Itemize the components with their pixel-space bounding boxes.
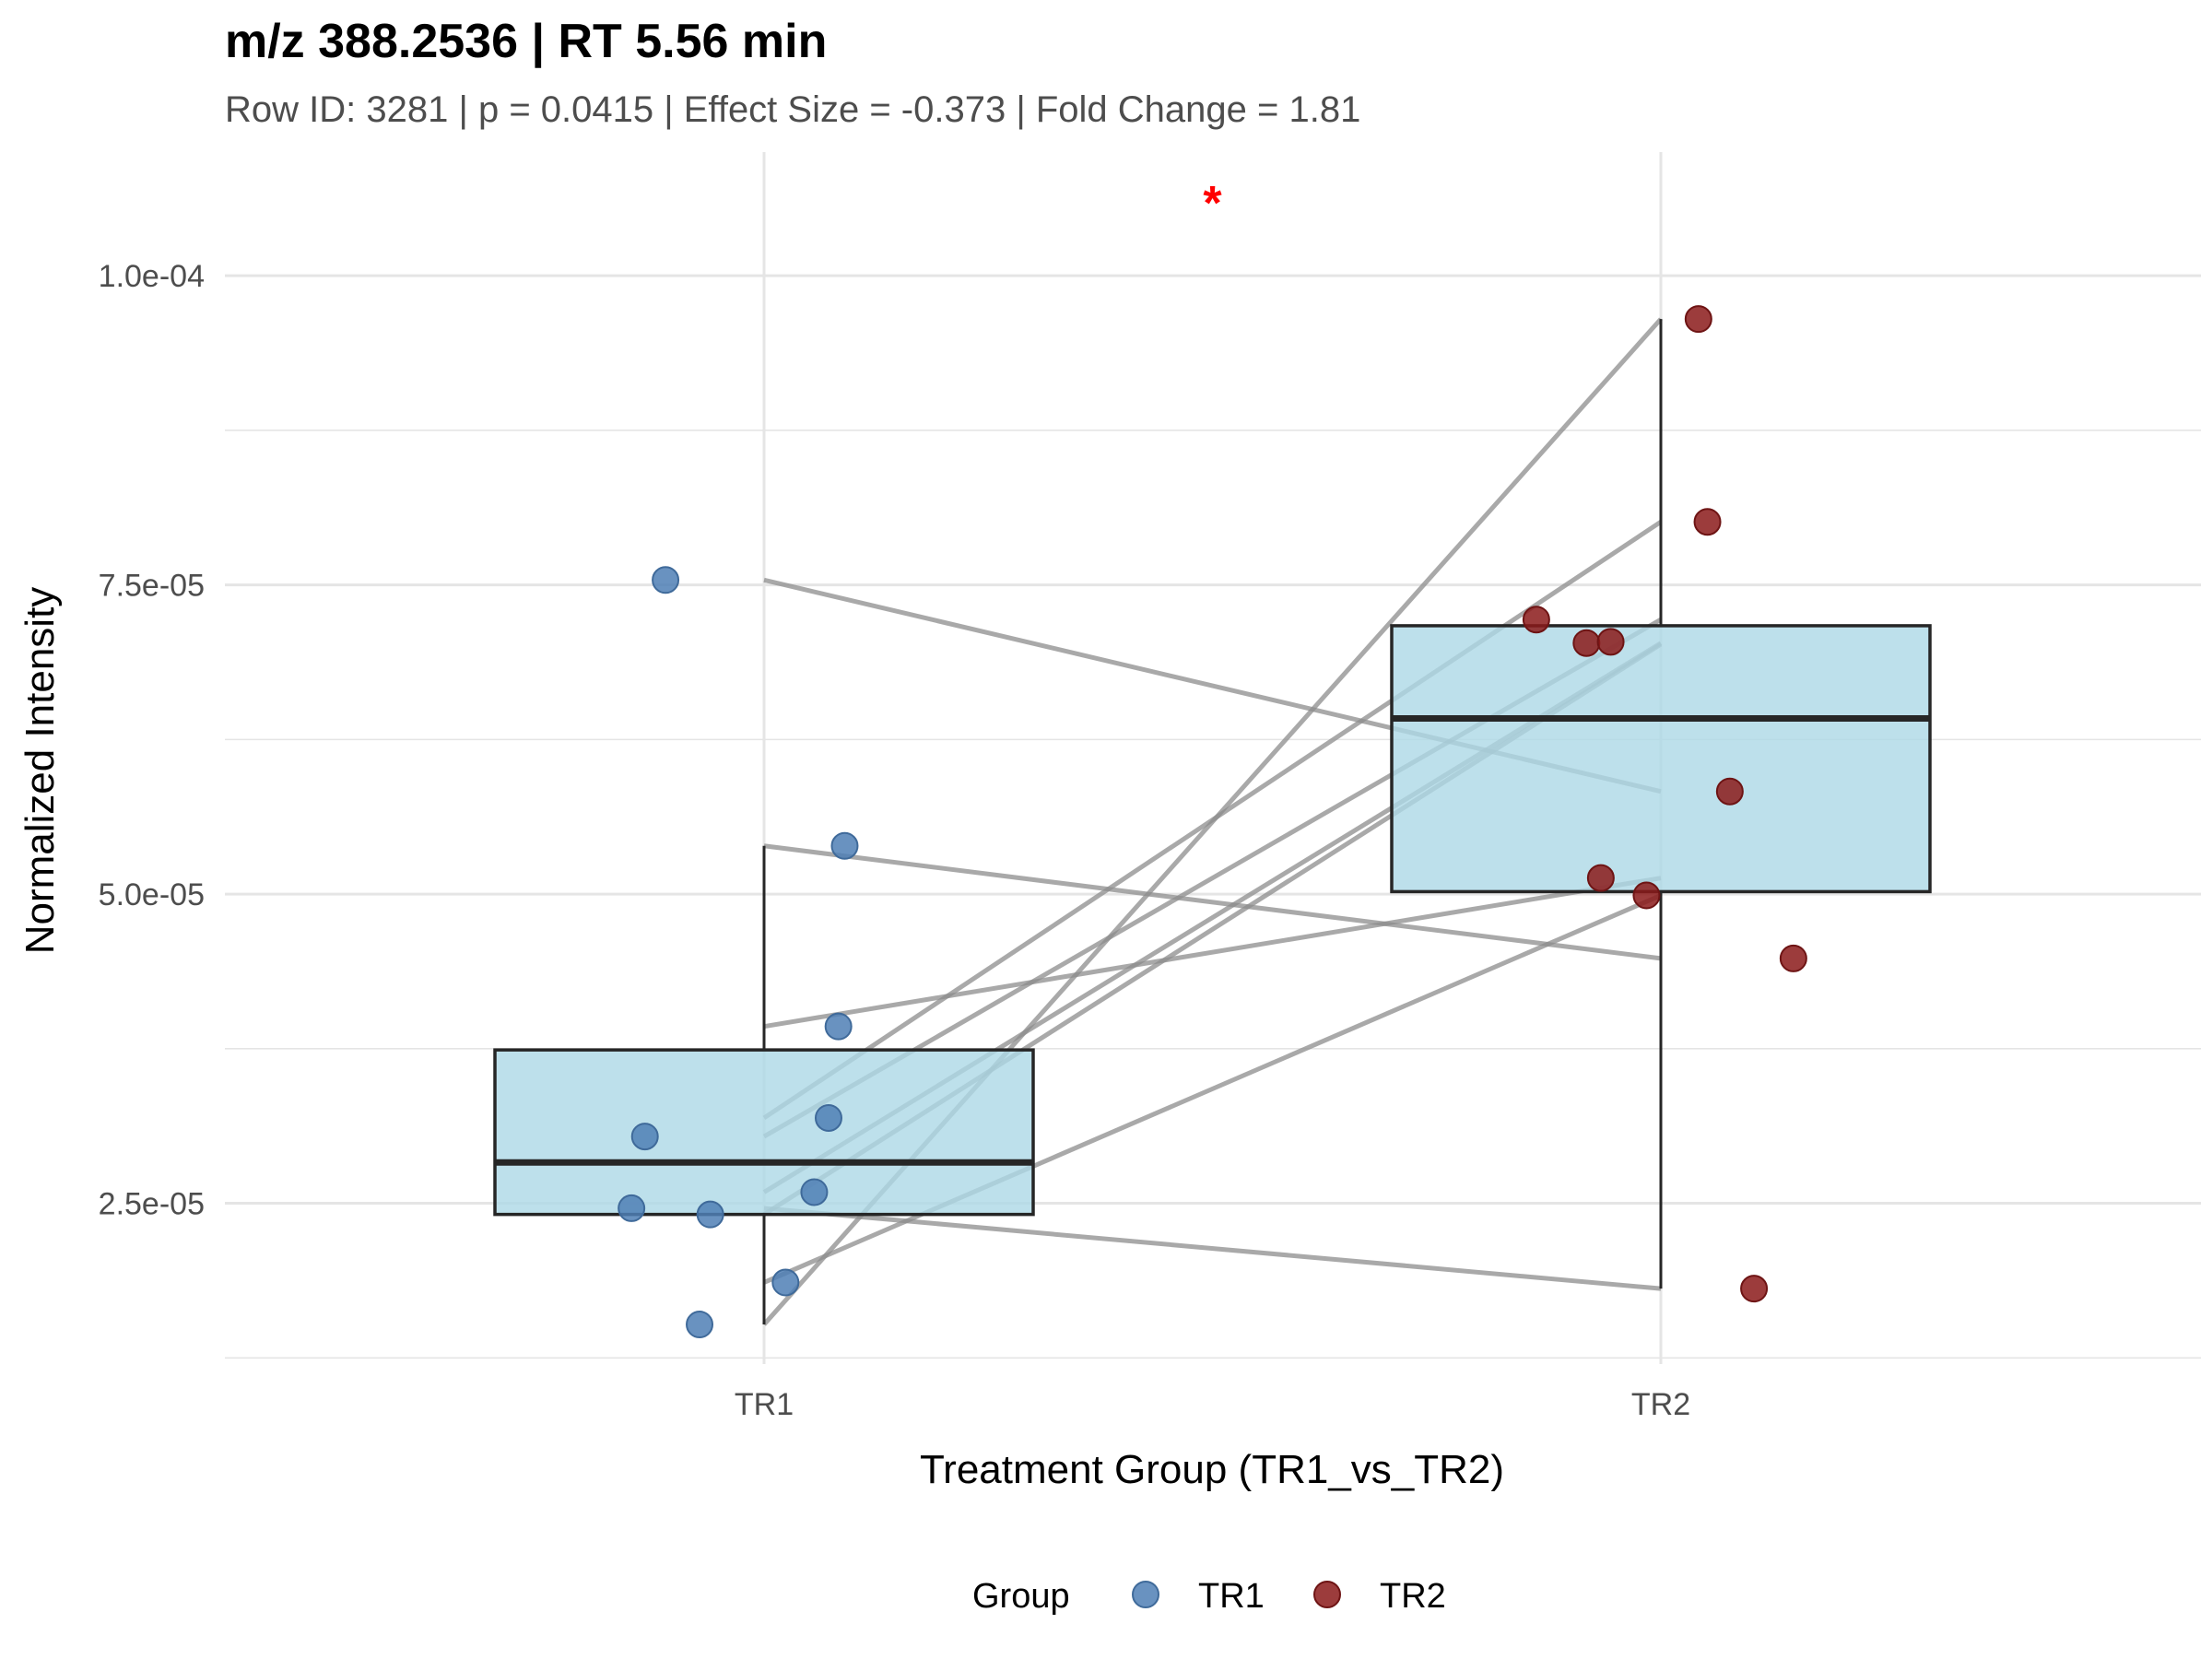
y-tick-label: 1.0e-04 xyxy=(99,259,205,294)
data-point-tr2 xyxy=(1684,305,1712,334)
data-point-tr1 xyxy=(618,1194,646,1222)
box-tr1 xyxy=(493,845,1035,1325)
chart-title: m/z 388.2536 | RT 5.56 min xyxy=(225,15,827,68)
data-point-tr2 xyxy=(1586,864,1615,892)
pair-line xyxy=(763,843,1662,961)
y-tick-label: 2.5e-05 xyxy=(99,1187,205,1222)
data-point-tr1 xyxy=(696,1200,724,1229)
significance-marker: * xyxy=(1203,177,1222,230)
data-point-tr2 xyxy=(1779,944,1807,972)
y-tick-label: 7.5e-05 xyxy=(99,569,205,604)
data-point-tr2 xyxy=(1632,881,1661,910)
data-point-tr1 xyxy=(686,1311,714,1339)
points xyxy=(618,305,1807,1339)
legend-title: Group xyxy=(972,1577,1070,1616)
data-point-tr2 xyxy=(1715,777,1744,806)
boxes xyxy=(493,319,1932,1325)
data-point-tr2 xyxy=(1596,628,1625,656)
data-point-tr1 xyxy=(771,1268,800,1297)
pair-line xyxy=(763,1206,1662,1291)
data-point-tr1 xyxy=(830,831,859,860)
legend-swatch-tr2 xyxy=(1313,1581,1341,1608)
y-axis-title: Normalized Intensity xyxy=(18,587,63,955)
pair-line xyxy=(763,876,1662,1030)
x-tick-label-tr1: TR1 xyxy=(735,1387,794,1422)
data-point-tr1 xyxy=(630,1123,659,1151)
legend-label-tr1: TR1 xyxy=(1198,1577,1265,1616)
legend-label-tr2: TR2 xyxy=(1380,1577,1446,1616)
data-point-tr2 xyxy=(1572,629,1601,657)
box-body xyxy=(493,1048,1035,1217)
data-point-tr2 xyxy=(1740,1275,1769,1303)
data-point-tr2 xyxy=(1693,508,1722,536)
x-tick-label-tr2: TR2 xyxy=(1631,1387,1690,1422)
data-point-tr1 xyxy=(824,1012,853,1041)
x-axis-title: Treatment Group (TR1_vs_TR2) xyxy=(920,1447,1504,1492)
legend-swatch-tr1 xyxy=(1132,1581,1159,1608)
y-tick-label: 5.0e-05 xyxy=(99,877,205,912)
chart-subtitle: Row ID: 3281 | p = 0.0415 | Effect Size … xyxy=(225,89,1360,130)
pair-line xyxy=(763,893,1662,1285)
data-point-tr2 xyxy=(1522,606,1550,634)
data-point-tr1 xyxy=(652,566,680,594)
data-point-tr1 xyxy=(814,1103,842,1132)
data-point-tr1 xyxy=(800,1178,829,1206)
legend: Group TR1 TR2 xyxy=(972,1577,1446,1616)
tick-labels: 2.5e-05 5.0e-05 7.5e-05 1.0e-04 TR1 TR2 xyxy=(99,259,1690,1422)
box-tr2 xyxy=(1390,319,1932,1289)
box-body xyxy=(1390,624,1932,894)
pair-lines xyxy=(762,317,1663,1326)
